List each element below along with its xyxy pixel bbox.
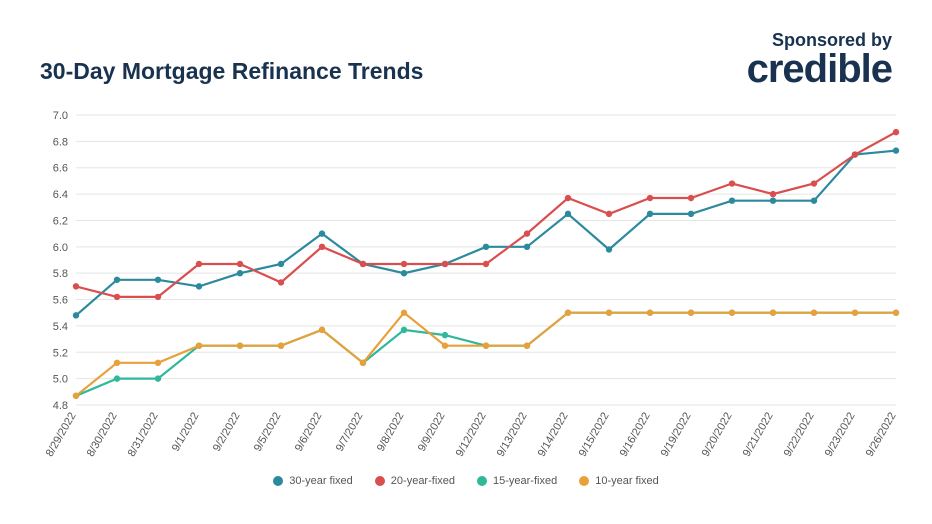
- svg-text:5.2: 5.2: [53, 347, 68, 359]
- svg-text:5.6: 5.6: [53, 295, 68, 307]
- sponsor-brand: credible: [747, 49, 892, 89]
- svg-text:9/13/2022: 9/13/2022: [495, 411, 530, 459]
- svg-text:9/5/2022: 9/5/2022: [252, 411, 284, 454]
- svg-text:9/7/2022: 9/7/2022: [334, 411, 366, 454]
- svg-text:8/29/2022: 8/29/2022: [44, 411, 79, 459]
- svg-text:4.8: 4.8: [53, 400, 68, 412]
- chart-area: 4.8 5.0 5.2 5.4 5.6 5.8 6.0 6.2 6.4 6.6 6.8 7.0 8/29…: [40, 109, 892, 465]
- legend-item-15yr: 15-year-fixed: [477, 475, 557, 487]
- legend-swatch: [375, 476, 385, 486]
- svg-text:6.6: 6.6: [53, 163, 68, 175]
- svg-text:6.8: 6.8: [53, 136, 68, 148]
- svg-text:9/19/2022: 9/19/2022: [659, 411, 694, 459]
- line-chart: 4.8 5.0 5.2 5.4 5.6 5.8 6.0 6.2 6.4 6.6 6.8 7.0 8/29…: [40, 109, 906, 465]
- svg-text:9/22/2022: 9/22/2022: [782, 411, 817, 459]
- chart-title: 30-Day Mortgage Refinance Trends: [40, 58, 423, 85]
- svg-text:9/21/2022: 9/21/2022: [741, 411, 776, 459]
- legend-swatch: [273, 476, 283, 486]
- legend-label: 20-year-fixed: [391, 475, 455, 487]
- svg-text:8/31/2022: 8/31/2022: [126, 411, 161, 459]
- svg-text:9/20/2022: 9/20/2022: [700, 411, 735, 459]
- legend-label: 30-year fixed: [289, 475, 353, 487]
- svg-text:9/9/2022: 9/9/2022: [416, 411, 448, 454]
- svg-text:5.8: 5.8: [53, 268, 68, 280]
- svg-text:9/15/2022: 9/15/2022: [577, 411, 612, 459]
- svg-text:9/23/2022: 9/23/2022: [823, 411, 858, 459]
- legend-item-20yr: 20-year-fixed: [375, 475, 455, 487]
- svg-text:6.2: 6.2: [53, 215, 68, 227]
- svg-text:8/30/2022: 8/30/2022: [85, 411, 120, 459]
- legend-item-30yr: 30-year fixed: [273, 475, 353, 487]
- svg-text:9/2/2022: 9/2/2022: [211, 411, 243, 454]
- chart-frame: 30-Day Mortgage Refinance Trends Sponsor…: [0, 0, 932, 524]
- legend-label: 10-year fixed: [595, 475, 659, 487]
- legend-swatch: [579, 476, 589, 486]
- svg-text:9/14/2022: 9/14/2022: [536, 411, 571, 459]
- svg-text:5.4: 5.4: [53, 321, 68, 333]
- svg-text:6.0: 6.0: [53, 242, 68, 254]
- svg-text:9/6/2022: 9/6/2022: [293, 411, 325, 454]
- svg-text:5.0: 5.0: [53, 374, 68, 386]
- legend: 30-year fixed 20-year-fixed 15-year-fixed 1…: [40, 475, 892, 487]
- svg-text:9/12/2022: 9/12/2022: [454, 411, 489, 459]
- svg-text:9/1/2022: 9/1/2022: [170, 411, 202, 454]
- svg-text:9/8/2022: 9/8/2022: [375, 411, 407, 454]
- header: 30-Day Mortgage Refinance Trends Sponsor…: [40, 30, 892, 89]
- sponsor-block: Sponsored by credible: [747, 30, 892, 89]
- svg-text:7.0: 7.0: [53, 110, 68, 122]
- legend-swatch: [477, 476, 487, 486]
- svg-text:9/26/2022: 9/26/2022: [864, 411, 899, 459]
- legend-item-10yr: 10-year fixed: [579, 475, 659, 487]
- legend-label: 15-year-fixed: [493, 475, 557, 487]
- svg-text:6.4: 6.4: [53, 189, 68, 201]
- svg-text:9/16/2022: 9/16/2022: [618, 411, 653, 459]
